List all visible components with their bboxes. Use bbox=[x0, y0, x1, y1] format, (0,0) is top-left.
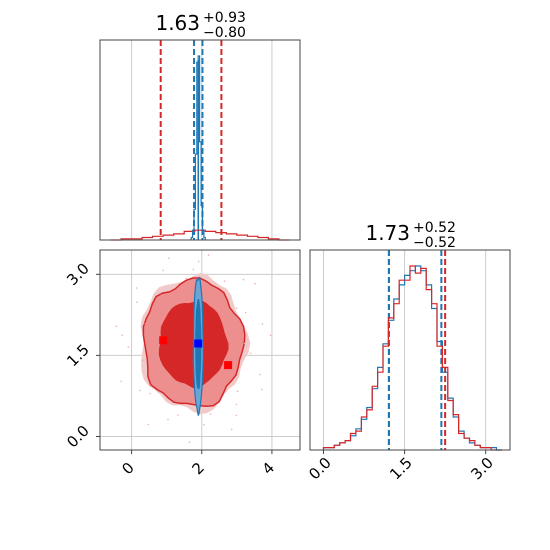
scatter-point bbox=[209, 413, 212, 416]
scatter-point bbox=[261, 323, 264, 325]
scatter-point bbox=[207, 254, 210, 256]
scatter-point bbox=[249, 352, 252, 355]
histogram-series bbox=[190, 55, 206, 240]
histogram-series bbox=[322, 265, 502, 451]
scatter-point bbox=[147, 423, 150, 426]
scatter-point bbox=[214, 283, 216, 285]
scatter-point bbox=[115, 325, 118, 328]
x-tick-label: 3.0 bbox=[467, 454, 497, 484]
top-left-title-err-minus: −0.80 bbox=[203, 25, 246, 41]
scatter-point bbox=[259, 373, 261, 376]
marker-square bbox=[224, 361, 233, 370]
scatter-point bbox=[261, 388, 263, 391]
panel-bottom-right: 1.73 +0.52 −0.52 0.0 1.5 3.0 bbox=[305, 220, 511, 483]
top-left-frame bbox=[99, 39, 301, 241]
bottom-right-title-err-minus: −0.52 bbox=[413, 235, 456, 251]
marker-square bbox=[194, 339, 203, 348]
bottom-left-y-ticks: 0.0 1.5 3.0 bbox=[63, 260, 100, 452]
scatter-point bbox=[127, 346, 130, 348]
y-tick-label: 3.0 bbox=[63, 260, 93, 290]
top-left-title-err-plus: +0.93 bbox=[203, 10, 246, 26]
scatter-point bbox=[235, 414, 238, 417]
scatter-point bbox=[149, 392, 151, 395]
scatter-point bbox=[135, 287, 138, 289]
panel-top-left: 1.63 +0.93 −0.80 bbox=[99, 10, 301, 241]
bottom-left-contours bbox=[115, 254, 272, 444]
scatter-point bbox=[203, 423, 205, 426]
top-left-histograms bbox=[110, 55, 290, 241]
scatter-point bbox=[236, 390, 239, 393]
bottom-right-x-ticks: 0.0 1.5 3.0 bbox=[305, 450, 497, 483]
top-left-quantile-lines bbox=[159, 40, 223, 240]
x-tick-label: 4 bbox=[259, 459, 278, 478]
bottom-left-x-ticks: 0 2 4 bbox=[118, 450, 278, 478]
scatter-point bbox=[235, 307, 238, 310]
scatter-point bbox=[167, 418, 169, 421]
scatter-point bbox=[177, 414, 179, 416]
scatter-point bbox=[120, 380, 122, 383]
scatter-point bbox=[143, 322, 145, 325]
x-tick-label: 1.5 bbox=[386, 454, 416, 484]
scatter-point bbox=[142, 359, 144, 362]
bottom-right-title-value: 1.73 bbox=[365, 221, 410, 245]
x-tick-label: 0.0 bbox=[305, 454, 335, 484]
scatter-point bbox=[242, 278, 245, 281]
bottom-right-frame bbox=[309, 249, 511, 451]
x-tick-label: 2 bbox=[188, 459, 207, 478]
scatter-point bbox=[185, 277, 188, 280]
bottom-right-title-err-plus: +0.52 bbox=[413, 220, 456, 236]
histogram-series bbox=[322, 265, 502, 451]
bottom-left-frame bbox=[99, 249, 301, 451]
scatter-point bbox=[168, 257, 170, 260]
top-left-title-value: 1.63 bbox=[155, 11, 200, 35]
marker-square bbox=[159, 336, 168, 345]
y-tick-label: 0.0 bbox=[63, 422, 93, 452]
scatter-point bbox=[162, 269, 164, 272]
scatter-point bbox=[230, 428, 233, 431]
scatter-point bbox=[269, 334, 272, 337]
scatter-point bbox=[223, 280, 226, 283]
bottom-left-markers bbox=[159, 336, 233, 370]
scatter-point bbox=[254, 282, 256, 285]
bottom-right-histograms bbox=[322, 265, 502, 451]
scatter-point bbox=[157, 391, 159, 393]
scatter-point bbox=[188, 441, 191, 444]
scatter-point bbox=[136, 301, 138, 304]
panel-bottom-left: 0 2 4 0.0 1.5 3.0 bbox=[63, 249, 301, 478]
scatter-point bbox=[235, 403, 238, 406]
x-tick-label: 0 bbox=[118, 459, 137, 478]
scatter-point bbox=[121, 334, 123, 337]
histogram-series bbox=[110, 229, 290, 241]
scatter-point bbox=[197, 260, 200, 263]
scatter-point bbox=[139, 389, 141, 392]
scatter-point bbox=[243, 342, 246, 345]
bottom-right-quantile-lines bbox=[387, 250, 447, 450]
scatter-point bbox=[192, 268, 195, 271]
scatter-point bbox=[159, 292, 161, 294]
y-tick-label: 1.5 bbox=[63, 341, 93, 371]
scatter-point bbox=[245, 311, 247, 314]
